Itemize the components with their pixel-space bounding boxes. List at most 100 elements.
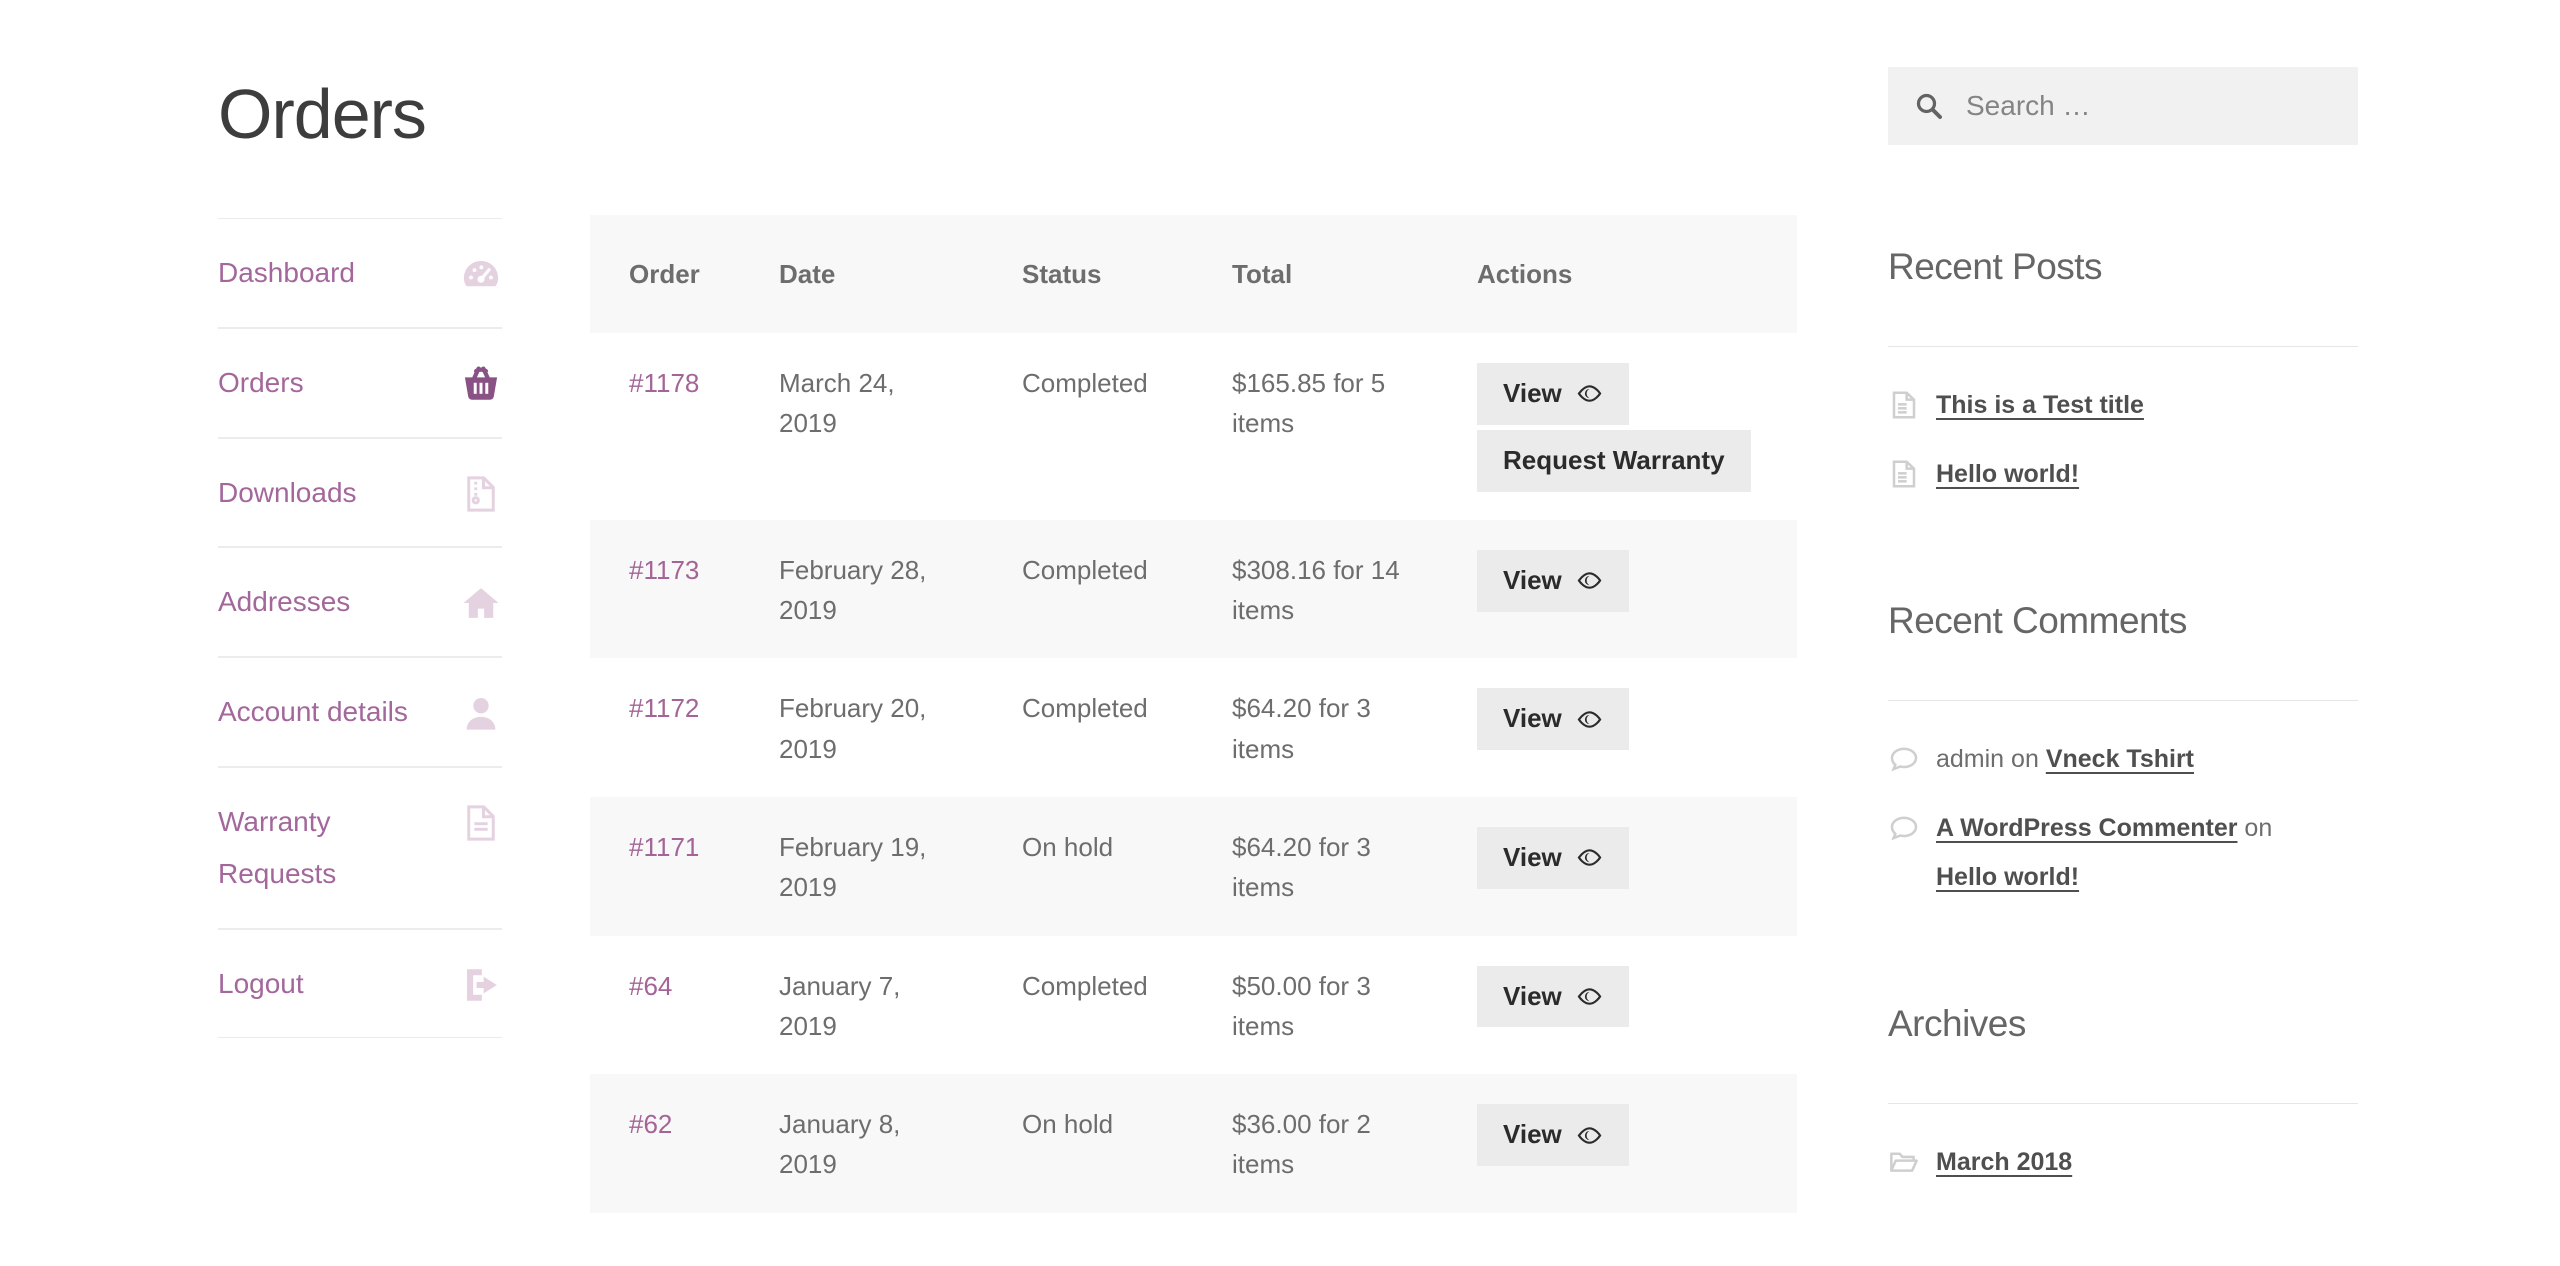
recent-post-link[interactable]: Hello world! <box>1936 460 2080 489</box>
order-total: $36.00 for 2 items <box>1232 1109 1371 1180</box>
sidebar-item-label: Account details <box>218 696 408 728</box>
order-status: Completed <box>1022 554 1148 585</box>
view-button-label: View <box>1503 564 1562 595</box>
order-date: March 24, 2019 <box>779 368 895 439</box>
archive-month-link[interactable]: March 2018 <box>1936 1147 2073 1176</box>
table-row: #64 January 7, 2019 Completed $50.00 for… <box>590 936 1797 1075</box>
view-order-button[interactable]: View <box>1477 549 1629 612</box>
eye-icon <box>1577 849 1602 867</box>
recent-posts-title: Recent Posts <box>1888 246 2103 287</box>
list-item: This is a Test title <box>1888 381 2358 430</box>
sidebar-item-account-details[interactable]: Account details <box>218 657 502 767</box>
recent-comments-title: Recent Comments <box>1888 599 2187 641</box>
sidebar-item-label: Logout <box>218 967 304 999</box>
order-total: $64.20 for 3 items <box>1232 693 1371 764</box>
comment-bubble-icon <box>1888 743 1920 775</box>
order-total: $165.85 for 5 items <box>1232 368 1386 439</box>
column-header-status: Status <box>1022 215 1232 333</box>
widget-divider <box>1888 700 2358 702</box>
comment-author: admin <box>1936 745 2005 774</box>
view-order-button[interactable]: View <box>1477 826 1629 889</box>
comment-target-link[interactable]: Vneck Tshirt <box>2045 745 2195 774</box>
eye-icon <box>1577 1126 1602 1144</box>
sidebar-item-label: Warranty Requests <box>218 805 337 889</box>
page-title: Orders <box>218 75 427 153</box>
order-number-link[interactable]: #1173 <box>629 554 700 585</box>
user-icon <box>460 692 502 734</box>
order-status: Completed <box>1022 368 1148 398</box>
comment-target-link[interactable]: Hello world! <box>1936 862 2080 891</box>
view-button-label: View <box>1503 703 1562 734</box>
comment-connector: on <box>2011 745 2039 774</box>
search-icon <box>1914 91 1944 121</box>
view-order-button[interactable]: View <box>1477 1104 1629 1167</box>
list-item: Hello world! <box>1888 450 2358 499</box>
widget-divider <box>1888 346 2358 348</box>
request-warranty-button-label: Request Warranty <box>1503 444 1725 475</box>
comment-author-link[interactable]: A WordPress Commenter <box>1936 814 2238 843</box>
column-header-total: Total <box>1232 215 1477 333</box>
comment-bubble-icon <box>1888 812 1920 844</box>
eye-icon <box>1577 385 1602 403</box>
order-status: On hold <box>1022 1109 1114 1140</box>
folder-open-icon <box>1888 1146 1920 1178</box>
sidebar-item-dashboard[interactable]: Dashboard <box>218 218 502 328</box>
order-status: Completed <box>1022 970 1148 1001</box>
search-input[interactable] <box>1966 90 2332 122</box>
sidebar-item-label: Downloads <box>218 476 357 508</box>
right-sidebar: Recent Posts This is a Test title Hello … <box>1888 67 2358 1207</box>
table-header-row: Order Date Status Total Actions <box>590 215 1797 333</box>
sign-out-icon <box>460 964 502 1006</box>
archives-widget: Archives March 2018 <box>1888 1002 2358 1187</box>
comment-connector: on <box>2244 814 2273 843</box>
order-number-link[interactable]: #64 <box>629 970 673 1001</box>
file-text-icon <box>460 802 502 844</box>
view-order-button[interactable]: View <box>1477 965 1629 1028</box>
sidebar-item-label: Addresses <box>218 586 351 618</box>
order-number-link[interactable]: #62 <box>629 1109 673 1140</box>
view-button-label: View <box>1503 1119 1562 1150</box>
list-item: admin on Vneck Tshirt <box>1888 735 2358 784</box>
table-row: #1171 February 19, 2019 On hold $64.20 f… <box>590 796 1797 936</box>
recent-posts-widget: Recent Posts This is a Test title Hello … <box>1888 245 2358 499</box>
table-row: #1178 March 24, 2019 Completed $165.85 f… <box>590 333 1797 520</box>
archives-title: Archives <box>1888 1002 2026 1044</box>
view-button-label: View <box>1503 378 1562 408</box>
order-total: $50.00 for 3 items <box>1232 970 1371 1041</box>
order-number-link[interactable]: #1172 <box>629 693 700 724</box>
order-date: February 28, 2019 <box>779 554 927 626</box>
list-item: March 2018 <box>1888 1138 2358 1187</box>
eye-icon <box>1577 711 1602 728</box>
widget-divider <box>1888 1102 2358 1104</box>
table-row: #1173 February 28, 2019 Completed $308.1… <box>590 519 1797 659</box>
order-date: February 20, 2019 <box>779 693 927 764</box>
post-document-icon <box>1888 389 1920 421</box>
order-number-link[interactable]: #1171 <box>629 831 700 862</box>
order-total: $64.20 for 3 items <box>1232 831 1371 903</box>
order-number-link[interactable]: #1178 <box>629 368 700 398</box>
sidebar-item-warranty-requests[interactable]: Warranty Requests <box>218 766 502 929</box>
post-document-icon <box>1888 458 1920 490</box>
order-total: $308.16 for 14 items <box>1232 554 1400 626</box>
request-warranty-button[interactable]: Request Warranty <box>1477 429 1751 492</box>
table-row: #1172 February 20, 2019 Completed $64.20… <box>590 658 1797 797</box>
view-order-button[interactable]: View <box>1477 688 1629 751</box>
column-header-date: Date <box>779 215 1022 333</box>
view-button-label: View <box>1503 841 1562 872</box>
view-order-button[interactable]: View <box>1477 363 1629 425</box>
column-header-order: Order <box>590 215 779 333</box>
order-date: January 8, 2019 <box>779 1109 901 1180</box>
sidebar-item-addresses[interactable]: Addresses <box>218 547 502 658</box>
list-item: A WordPress Commenter on Hello world! <box>1888 804 2358 902</box>
order-date: February 19, 2019 <box>779 831 927 903</box>
recent-post-link[interactable]: This is a Test title <box>1936 391 2144 420</box>
home-icon <box>460 582 502 624</box>
sidebar-item-orders[interactable]: Orders <box>218 327 502 438</box>
zip-file-icon <box>460 473 502 515</box>
sidebar-item-downloads[interactable]: Downloads <box>218 437 502 548</box>
order-status: On hold <box>1022 831 1114 862</box>
table-row: #62 January 8, 2019 On hold $36.00 for 2… <box>590 1074 1797 1213</box>
account-nav: Dashboard Orders Downloads Addresses Acc… <box>218 218 502 1039</box>
orders-table: Order Date Status Total Actions #1178 Ma… <box>590 215 1797 1213</box>
sidebar-item-logout[interactable]: Logout <box>218 928 502 1039</box>
